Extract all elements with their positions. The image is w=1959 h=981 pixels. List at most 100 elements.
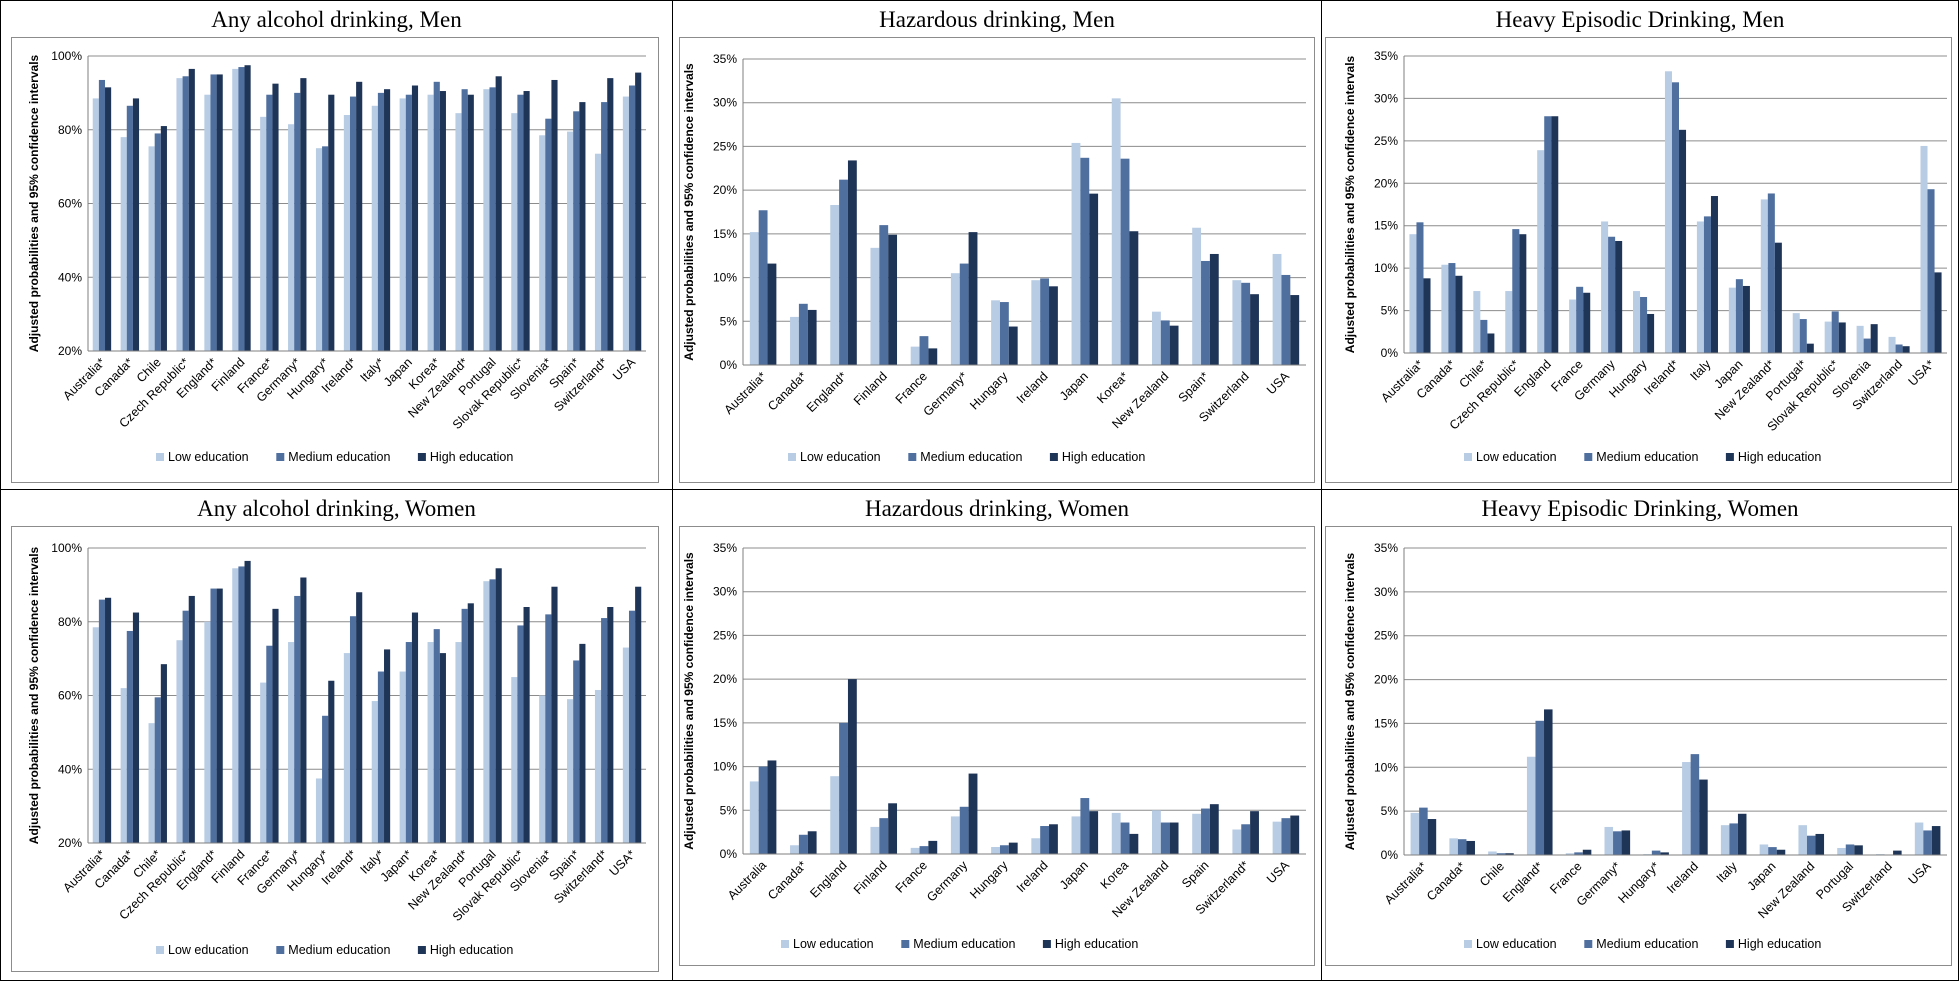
bar-low-education [315,778,323,843]
bar-medium-education [1040,278,1050,365]
legend-swatch-low [156,946,164,954]
bar-chart-heavy-episodic-women: 0% 5% 10% 15% 20% 25% 30% 35% Adjusted probabili… [1343,541,1947,951]
bar-high-education [551,586,558,843]
bar-medium-education [573,111,580,351]
bar-high-education [1466,840,1475,855]
y-tick-label: 30% [713,96,737,110]
bar-low-education [950,816,960,854]
legend-label-medium: Medium education [920,450,1022,464]
bar-low-education [148,146,155,351]
bar-low-education [870,247,880,365]
bar-chart-any-alcohol-men: 20% 40% 60% 80% 100% Adjusted probabilities a… [27,49,646,464]
y-tick-label: 40% [58,270,82,284]
bar-medium-education [461,89,468,351]
panel-any-alcohol-men: Any alcohol drinking, Men 20% 40% 60% 80% 10… [0,0,673,490]
bar-medium-education [1544,116,1552,354]
y-tick-label: 35% [713,52,737,66]
bar-medium-education [489,579,496,843]
x-category-label: Japan [1745,859,1779,893]
bar-medium-education [1863,338,1871,353]
bar-low-education [120,688,127,843]
legend-swatch-medium [276,453,285,461]
bar-high-education [1487,333,1495,353]
bar-medium-education [1651,850,1661,855]
bar-low-education [1720,825,1730,855]
y-tick-label: 5% [720,314,738,328]
bar-low-education [1526,756,1536,855]
legend-label-medium: Medium education [288,450,390,464]
bar-medium-education [98,79,106,351]
y-tick-label: 35% [1374,541,1398,555]
bar-medium-education [1923,830,1932,855]
y-tick-label: 60% [58,197,82,211]
x-category-label: England [807,858,849,900]
bar-low-education [1071,142,1081,365]
legend-label-medium: Medium education [1596,937,1698,951]
bar-high-education [188,68,195,351]
bar-medium-education [1574,852,1583,855]
bar-high-education [1902,346,1910,353]
bar-high-education [1519,234,1527,353]
bar-high-education [411,85,419,351]
bar-medium-education [1671,82,1680,353]
bar-high-education [928,348,938,365]
bar-high-education [1290,295,1300,365]
bar-medium-education [154,697,161,843]
bar-low-education [1565,853,1575,855]
bar-medium-education [628,610,636,843]
x-category-label: England* [804,369,850,415]
bar-low-education [176,640,183,843]
bar-high-education [607,78,614,351]
y-tick-label: 20% [58,344,82,358]
bar-low-education [1441,264,1449,353]
bar-low-education [511,113,518,351]
legend-label-low: Low education [800,450,881,464]
bar-low-education [399,98,406,351]
x-category-label: USA* [607,847,639,879]
y-axis-title: Adjusted probabilities and 95% confidenc… [27,546,41,844]
bar-high-education [635,586,642,843]
bar-high-education [1815,833,1825,855]
bar-low-education [1728,287,1736,353]
bar-high-education [1776,849,1786,855]
legend-label-medium: Medium education [288,943,390,957]
bar-medium-education [322,146,329,351]
x-category-label: Australia [725,858,769,902]
bar-medium-education [349,96,357,351]
bar-low-education [288,124,295,351]
bar-medium-education [1160,320,1170,365]
y-tick-label: 25% [1374,629,1398,643]
bar-high-education [968,773,978,854]
bar-low-education [622,96,629,351]
y-tick-label: 20% [1374,176,1398,190]
bar-high-education [1647,313,1655,353]
bar-low-education [1696,221,1704,353]
bar-high-education [1290,815,1300,854]
x-category-label: Australia* [1382,859,1430,907]
bar-high-education [1934,272,1942,353]
y-axis-title: Adjusted probabilities and 95% confidenc… [1343,552,1357,850]
bar-medium-education [758,210,768,365]
bar-low-education [455,113,462,351]
bar-high-education [888,803,898,854]
chart-frame [1325,526,1952,966]
legend-swatch-high [417,453,426,461]
bar-low-education [1031,838,1041,854]
bar-low-education [830,776,840,854]
bar-medium-education [210,74,217,351]
bar-low-education [483,581,490,843]
bar-high-education [495,568,502,843]
panel-title: Heavy Episodic Drinking, Women [1481,496,1799,521]
bar-high-education [523,91,530,351]
bar-low-education [1760,199,1768,353]
bar-medium-education [1120,158,1130,365]
legend-label-high: High education [430,450,513,464]
bar-medium-education [294,595,301,843]
bar-medium-education [98,599,106,843]
bar-medium-education [999,845,1009,854]
bar-high-education [439,653,446,843]
y-tick-label: 35% [1374,49,1398,63]
x-category-label: Hungary [967,369,1011,413]
bar-medium-education [1080,157,1090,365]
bar-low-education [1473,291,1481,353]
